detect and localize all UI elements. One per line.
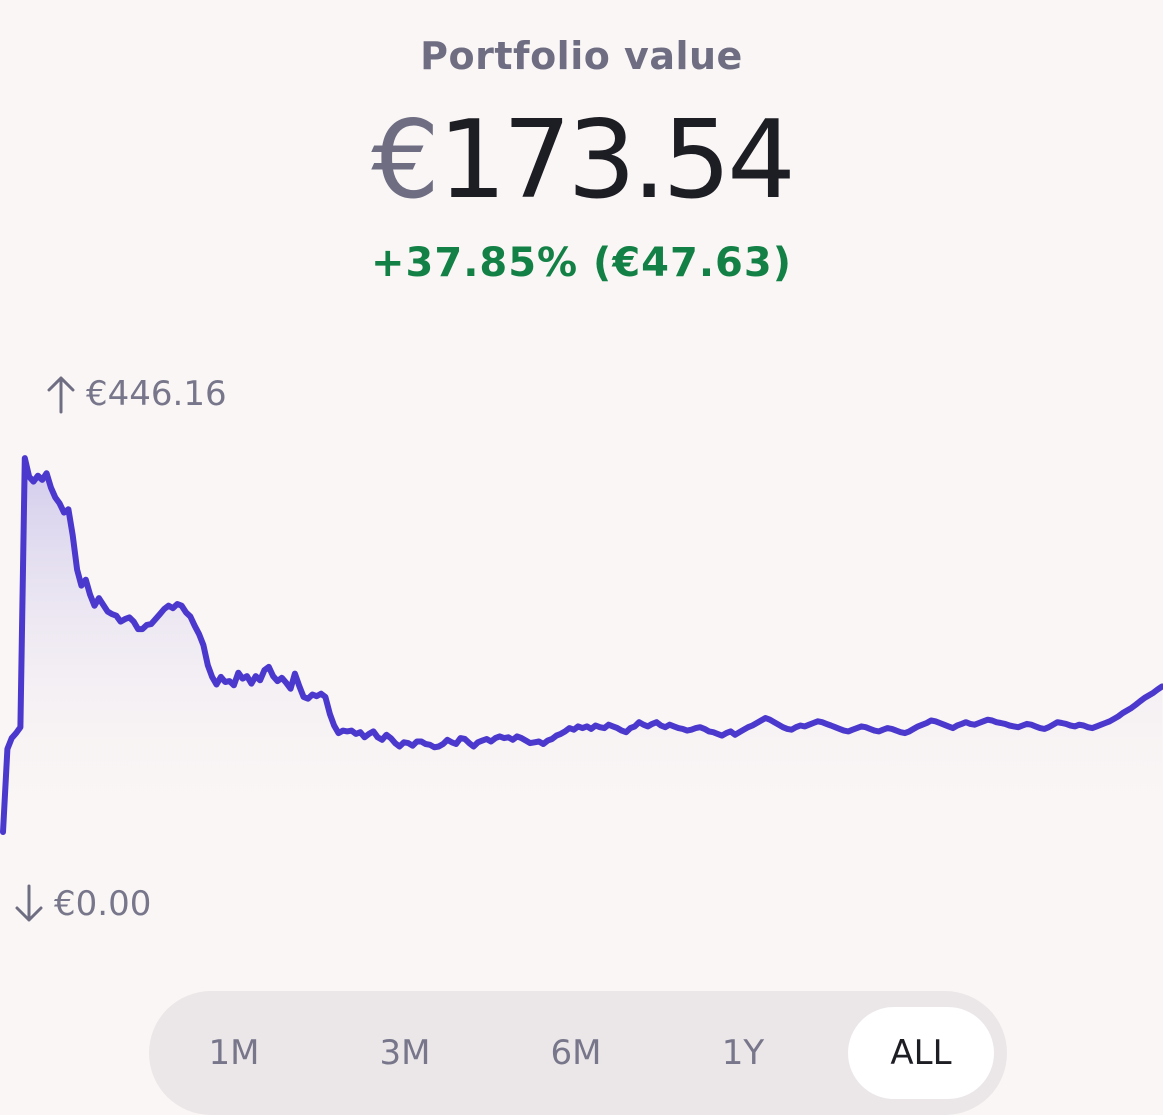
- range-button-6m[interactable]: 6M: [550, 1033, 602, 1073]
- time-range-selector: 1M 3M 6M 1Y ALL: [149, 991, 1007, 1115]
- range-button-1y[interactable]: 1Y: [721, 1033, 765, 1073]
- chart-line: [0, 455, 1163, 835]
- page-title: Portfolio value: [420, 34, 743, 78]
- chart-high-label: €446.16: [44, 374, 227, 414]
- range-button-3m[interactable]: 3M: [379, 1033, 431, 1073]
- portfolio-chart[interactable]: [0, 430, 1163, 850]
- chart-high-value: €446.16: [86, 374, 227, 414]
- arrow-down-icon: [12, 884, 46, 924]
- portfolio-change: +37.85% (€47.63): [371, 240, 792, 286]
- portfolio-value: €173.54: [0, 96, 1163, 226]
- portfolio-amount: 173.54: [437, 98, 796, 223]
- currency-symbol: €: [371, 98, 440, 223]
- chart-low-value: €0.00: [54, 884, 152, 924]
- range-button-1m[interactable]: 1M: [208, 1033, 260, 1073]
- chart-area-fill: [3, 458, 1162, 832]
- arrow-up-icon: [44, 374, 78, 414]
- chart-low-label: €0.00: [12, 884, 151, 924]
- range-button-all[interactable]: ALL: [848, 1007, 994, 1099]
